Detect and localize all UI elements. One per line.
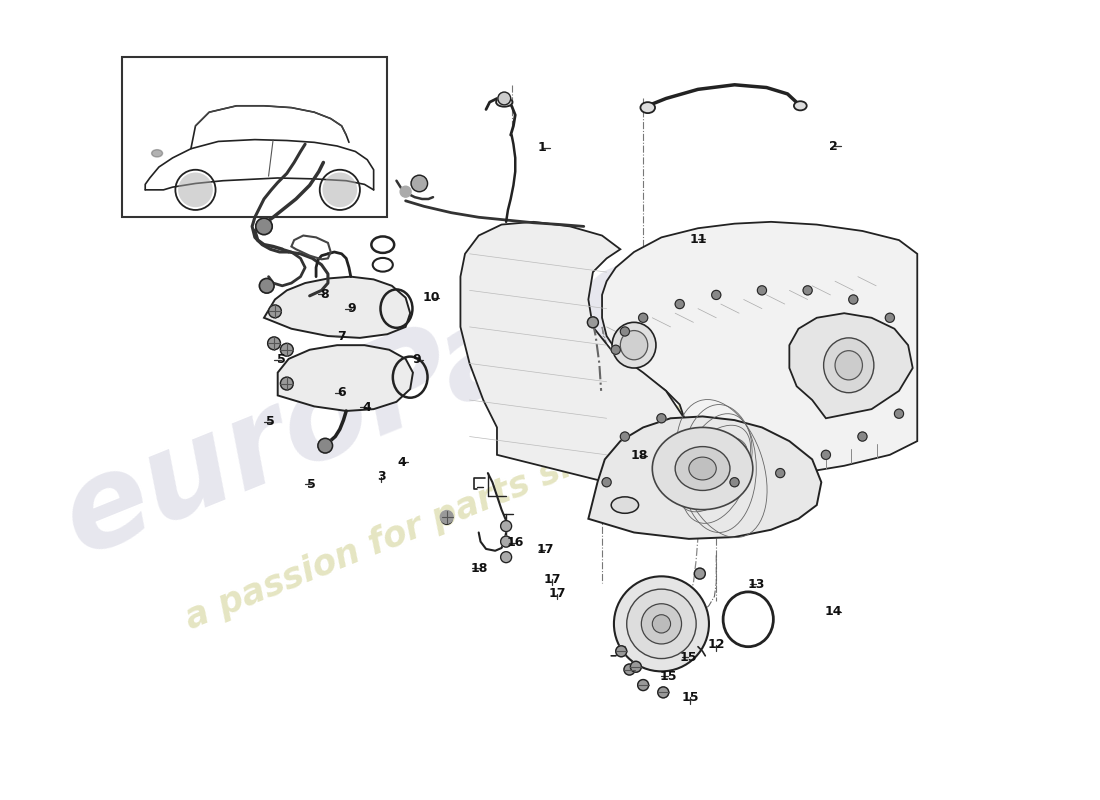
Text: 16: 16	[506, 536, 524, 549]
Circle shape	[849, 295, 858, 304]
Circle shape	[280, 343, 294, 356]
Ellipse shape	[794, 102, 806, 110]
Circle shape	[614, 576, 708, 671]
Circle shape	[624, 664, 635, 675]
Text: 15: 15	[679, 650, 696, 664]
Circle shape	[411, 175, 428, 192]
Text: 4: 4	[362, 401, 371, 414]
Text: 8: 8	[320, 287, 329, 301]
Text: 2: 2	[829, 140, 838, 153]
Ellipse shape	[152, 150, 163, 157]
Text: 14: 14	[825, 606, 843, 618]
Circle shape	[894, 409, 903, 418]
Circle shape	[318, 438, 332, 453]
Polygon shape	[461, 222, 684, 501]
Text: 17: 17	[543, 573, 561, 586]
Text: 15: 15	[681, 691, 698, 704]
Circle shape	[638, 679, 649, 690]
Polygon shape	[602, 222, 917, 501]
Text: a passion for parts since 1985: a passion for parts since 1985	[180, 383, 740, 636]
Circle shape	[500, 536, 512, 547]
Ellipse shape	[689, 457, 716, 480]
Text: 6: 6	[337, 386, 345, 399]
Circle shape	[268, 305, 282, 318]
Ellipse shape	[620, 330, 648, 360]
Ellipse shape	[612, 322, 656, 368]
Circle shape	[612, 345, 620, 354]
Ellipse shape	[675, 446, 730, 490]
Ellipse shape	[652, 427, 752, 510]
Polygon shape	[790, 314, 913, 418]
Circle shape	[658, 687, 669, 698]
Circle shape	[675, 299, 684, 309]
Circle shape	[441, 514, 452, 524]
Text: 10: 10	[422, 291, 440, 304]
Circle shape	[322, 173, 358, 207]
Text: 9: 9	[412, 354, 421, 366]
Circle shape	[641, 604, 682, 644]
Circle shape	[694, 568, 705, 579]
Text: 9: 9	[346, 302, 355, 315]
Text: 11: 11	[690, 233, 706, 246]
Text: 3: 3	[377, 470, 386, 483]
Ellipse shape	[835, 350, 862, 380]
Text: 7: 7	[337, 330, 345, 343]
Circle shape	[822, 450, 830, 459]
Bar	[122, 58, 387, 218]
Circle shape	[260, 278, 274, 293]
Text: 17: 17	[537, 543, 554, 556]
Text: 18: 18	[631, 449, 648, 462]
Circle shape	[620, 432, 629, 441]
Circle shape	[500, 552, 512, 562]
Circle shape	[712, 290, 720, 299]
Text: 17: 17	[549, 587, 566, 600]
Circle shape	[652, 614, 671, 633]
Text: 12: 12	[707, 638, 725, 651]
Circle shape	[500, 521, 512, 531]
Circle shape	[256, 218, 272, 234]
Text: euroPares: euroPares	[45, 202, 748, 580]
Text: 15: 15	[659, 670, 676, 682]
Text: 5: 5	[266, 415, 275, 429]
Circle shape	[776, 469, 784, 478]
Circle shape	[657, 414, 665, 423]
Text: 18: 18	[470, 562, 487, 574]
Circle shape	[178, 173, 212, 207]
Ellipse shape	[640, 102, 654, 113]
Circle shape	[602, 478, 612, 486]
Ellipse shape	[824, 338, 873, 393]
Circle shape	[280, 377, 294, 390]
Circle shape	[400, 186, 411, 197]
Circle shape	[630, 662, 641, 672]
Circle shape	[730, 478, 739, 486]
Circle shape	[616, 646, 627, 657]
Polygon shape	[264, 277, 410, 338]
Circle shape	[758, 286, 767, 295]
Text: 4: 4	[397, 456, 406, 469]
Text: 13: 13	[748, 578, 764, 590]
Circle shape	[639, 314, 648, 322]
Text: 5: 5	[307, 478, 316, 490]
Text: 5: 5	[276, 354, 285, 366]
Circle shape	[498, 92, 510, 105]
Polygon shape	[277, 345, 412, 411]
Circle shape	[620, 327, 629, 336]
Circle shape	[803, 286, 812, 295]
Circle shape	[587, 317, 598, 328]
Ellipse shape	[496, 98, 513, 106]
Circle shape	[267, 337, 280, 350]
Circle shape	[627, 589, 696, 658]
Circle shape	[858, 432, 867, 441]
Ellipse shape	[612, 497, 639, 514]
Text: 1: 1	[538, 142, 547, 154]
Circle shape	[440, 510, 453, 523]
Circle shape	[886, 314, 894, 322]
Polygon shape	[588, 417, 822, 539]
